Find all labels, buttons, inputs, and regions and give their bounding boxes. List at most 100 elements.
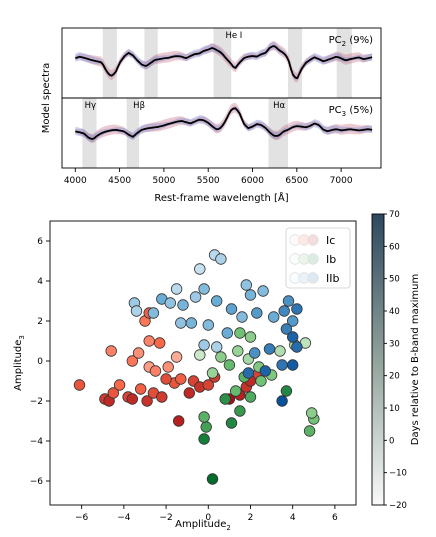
spectrum-line: [75, 107, 373, 141]
x-tick-label: 4000: [64, 176, 87, 186]
scatter-point: [189, 291, 202, 303]
scatter-point: [244, 331, 257, 343]
scatter-point: [223, 359, 236, 371]
scatter-point: [206, 473, 219, 485]
scatter-point: [232, 345, 244, 357]
x-tick-label: 4: [290, 513, 296, 523]
panel-frame: [61, 97, 382, 169]
scatter-point: [287, 315, 299, 327]
scatter-point: [198, 283, 210, 295]
line-annotation: He I: [225, 31, 242, 41]
scatter-point: [306, 407, 318, 419]
colorbar-gradient: [372, 214, 384, 505]
x-tick-label: 5000: [152, 176, 175, 186]
scatter-point: [215, 351, 227, 363]
scatter-point: [287, 359, 299, 371]
line-annotation: Hα: [273, 101, 285, 111]
shaded-band: [287, 28, 303, 98]
scatter-point: [242, 367, 255, 379]
scatter-point: [291, 341, 303, 353]
x-tick-label: 6000: [241, 176, 264, 186]
y-tick-label: −2: [30, 397, 43, 407]
colorbar-tick-label: 70: [389, 210, 400, 220]
legend-box: [285, 227, 351, 289]
panel-label: PC3 (5%): [329, 105, 373, 118]
x-axis-title: Amplitude2: [175, 519, 231, 532]
scatter-point: [170, 283, 183, 295]
y-tick-label: −4: [30, 437, 44, 447]
scatter-point: [257, 285, 269, 297]
scatter-point: [268, 311, 280, 323]
scatter-point: [206, 367, 219, 379]
scatter-point: [132, 347, 145, 359]
x-tick-label: −2: [159, 513, 172, 523]
y-axis-title: Amplitude3: [13, 335, 26, 391]
x-tick-label: −4: [117, 513, 131, 523]
legend-label: Ic: [326, 234, 335, 247]
x-axis-title: Rest-frame wavelength [Å]: [154, 191, 288, 204]
scatter-point: [202, 379, 215, 391]
scatter-point: [280, 323, 293, 335]
shaded-band: [126, 98, 140, 168]
scatter-point: [147, 307, 160, 319]
scatter-frame: [49, 220, 357, 506]
scatter-point: [107, 387, 120, 399]
colorbar-frame: [371, 213, 385, 506]
scatter-point: [170, 351, 183, 363]
line-annotation: Hγ: [85, 101, 96, 111]
shaded-band: [213, 28, 232, 98]
scatter-point: [244, 289, 257, 301]
y-tick-label: 0: [37, 357, 43, 367]
scatter-point: [194, 263, 206, 275]
y-tick-label: 6: [37, 237, 43, 247]
scatter-point: [141, 395, 153, 407]
colorbar-tick-label: −20: [389, 501, 407, 511]
y-tick-label: 4: [37, 277, 43, 287]
scatter-point: [210, 341, 223, 353]
scatter-point: [134, 383, 147, 395]
colorbar-tick-label: 20: [389, 372, 400, 382]
scatter-point: [225, 303, 238, 315]
colorbar-title: Days relative to B-band maximum: [410, 274, 421, 445]
scatter-point: [202, 319, 215, 331]
colorbar-tick-label: 30: [389, 339, 400, 349]
scatter-point: [172, 415, 185, 427]
scatter-point: [240, 279, 253, 291]
scatter-point: [177, 299, 189, 311]
scatter-point: [219, 393, 231, 405]
scatter-point: [175, 373, 187, 385]
scatter-point: [280, 385, 293, 397]
x-tick-label: 0: [205, 513, 211, 523]
uncertainty-band: [75, 41, 373, 83]
scatter-point: [126, 393, 139, 405]
scatter-point: [234, 405, 246, 417]
scatter-point: [149, 365, 162, 377]
scatter-point: [160, 373, 172, 385]
x-tick-label: 4500: [108, 176, 131, 186]
scatter-point: [255, 375, 267, 387]
colorbar-tick-label: 50: [389, 275, 400, 285]
shaded-band: [268, 98, 288, 168]
x-tick-label: 7000: [330, 176, 353, 186]
scatter-point: [291, 303, 303, 315]
colorbar-tick-label: 60: [389, 242, 400, 252]
scatter-point: [287, 331, 299, 343]
scatter-point: [221, 327, 234, 339]
colorbar-tick-label: 10: [389, 404, 400, 414]
scatter-point: [113, 379, 126, 391]
legend-label: Ib: [326, 253, 336, 266]
scatter-point: [175, 317, 187, 329]
scatter-point: [185, 317, 198, 329]
scatter-point: [162, 361, 174, 373]
scatter-point: [248, 347, 261, 359]
shaded-band: [102, 28, 117, 98]
scatter-point: [244, 391, 257, 403]
scatter-point: [156, 391, 168, 403]
scatter-point: [215, 253, 227, 265]
legend-label: IIb: [326, 272, 339, 285]
scatter-point: [276, 395, 288, 407]
scatter-point: [183, 387, 196, 399]
scatter-point: [236, 311, 248, 323]
scatter-point: [105, 345, 117, 357]
